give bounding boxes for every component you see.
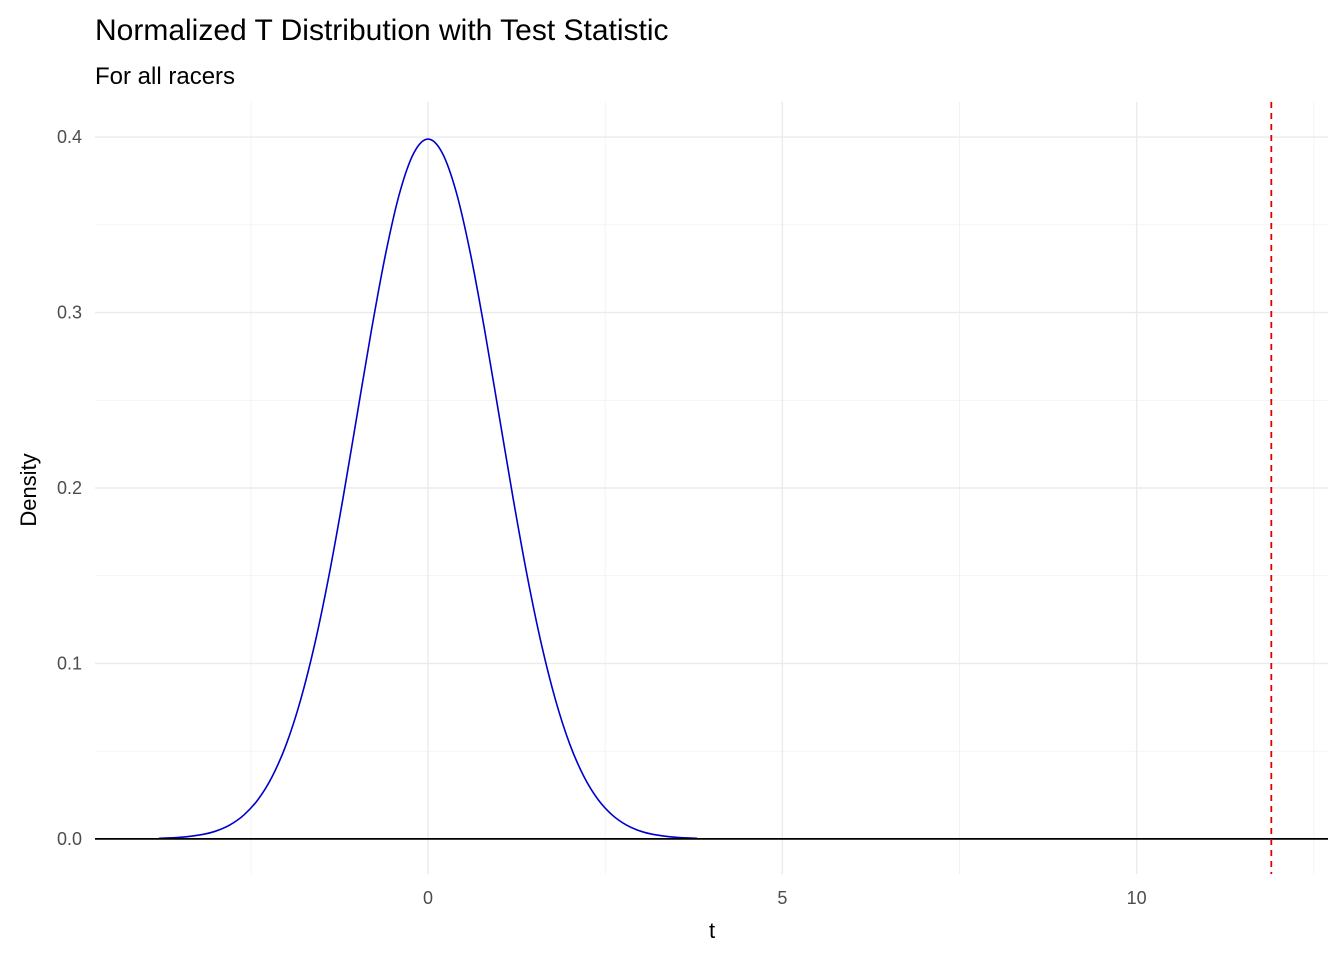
y-tick-label: 0.1 bbox=[57, 653, 82, 673]
x-axis-ticks: 0 5 10 bbox=[423, 888, 1147, 908]
x-tick-label: 10 bbox=[1127, 888, 1147, 908]
y-tick-label: 0.2 bbox=[57, 478, 82, 498]
y-axis-title: Density bbox=[16, 453, 41, 526]
y-axis-ticks: 0.0 0.1 0.2 0.3 0.4 bbox=[57, 127, 82, 849]
y-tick-label: 0.0 bbox=[57, 829, 82, 849]
y-tick-label: 0.4 bbox=[57, 127, 82, 147]
reference-lines bbox=[95, 102, 1328, 874]
x-tick-label: 5 bbox=[777, 888, 787, 908]
x-axis-title: t bbox=[709, 918, 715, 943]
x-tick-label: 0 bbox=[423, 888, 433, 908]
y-tick-label: 0.3 bbox=[57, 303, 82, 323]
density-curve bbox=[158, 138, 698, 840]
chart-subtitle: For all racers bbox=[95, 63, 235, 90]
chart-title: Normalized T Distribution with Test Stat… bbox=[95, 14, 669, 47]
series-layer bbox=[158, 138, 698, 840]
